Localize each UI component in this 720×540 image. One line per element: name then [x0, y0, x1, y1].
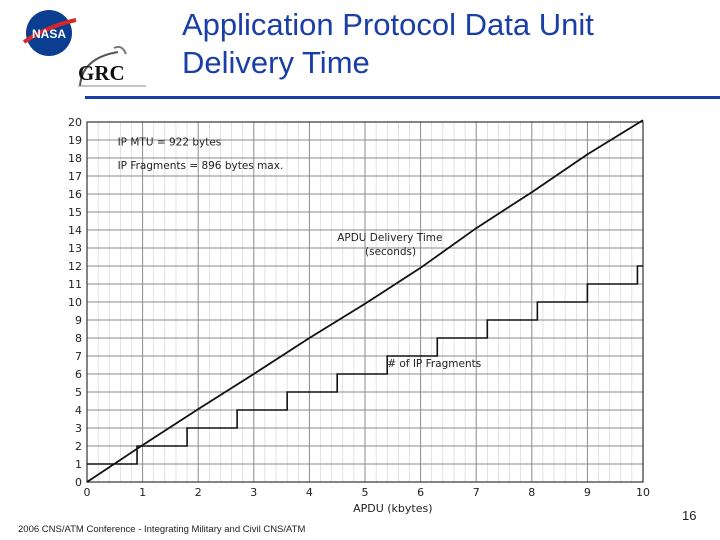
y-tick-label: 16 — [68, 188, 82, 201]
chart-annotation: # of IP Fragments — [387, 358, 481, 370]
x-tick-label: 10 — [636, 486, 650, 499]
y-tick-label: 1 — [75, 458, 82, 471]
x-tick-label: 9 — [584, 486, 591, 499]
y-tick-label: 2 — [75, 440, 82, 453]
chart-annotation: IP Fragments = 896 bytes max. — [118, 160, 284, 172]
y-tick-label: 12 — [68, 260, 82, 273]
title-rule — [85, 96, 720, 99]
x-axis-label: APDU (kbytes) — [353, 502, 432, 515]
y-tick-label: 11 — [68, 278, 82, 291]
y-tick-label: 14 — [68, 224, 82, 237]
x-tick-label: 1 — [139, 486, 146, 499]
y-tick-label: 5 — [75, 386, 82, 399]
x-tick-label: 4 — [306, 486, 313, 499]
logos: NASA GRC — [18, 8, 168, 96]
plot-border — [86, 121, 644, 483]
page-number: 16 — [682, 508, 697, 523]
x-tick-label: 5 — [362, 486, 369, 499]
chart-annotation: (seconds) — [365, 246, 416, 258]
slide-title-line-1: Application Protocol Data Unit — [182, 7, 594, 42]
grc-logo-text: GRC — [78, 61, 125, 85]
y-tick-label: 6 — [75, 368, 82, 381]
y-tick-label: 13 — [68, 242, 82, 255]
slide-title-line-2: Delivery Time — [182, 45, 370, 80]
x-tick-label: 7 — [473, 486, 480, 499]
y-tick-label: 7 — [75, 350, 82, 363]
chart-series — [86, 119, 644, 483]
chart-annotation: IP MTU = 922 bytes — [118, 136, 222, 148]
y-tick-label: 10 — [68, 296, 82, 309]
y-tick-label: 9 — [75, 314, 82, 327]
y-tick-label: 4 — [75, 404, 82, 417]
y-tick-label: 20 — [68, 116, 82, 129]
x-tick-label: 0 — [84, 486, 91, 499]
nasa-logo-text: NASA — [32, 27, 66, 41]
y-tick-label: 15 — [68, 206, 82, 219]
chart-annotations: IP MTU = 922 bytes IP Fragments = 896 byt… — [118, 136, 482, 369]
logo-group: NASA GRC — [22, 10, 146, 87]
fragments-step-line — [87, 265, 643, 465]
y-tick-label: 19 — [68, 134, 82, 147]
delivery-time-line — [86, 119, 644, 483]
slide-title: Application Protocol Data Unit Delivery … — [182, 6, 702, 82]
chart-axes — [86, 121, 644, 483]
grc-logo: GRC — [78, 45, 146, 87]
y-tick-label: 8 — [75, 332, 82, 345]
x-tick-label: 6 — [417, 486, 424, 499]
footer-text: 2006 CNS/ATM Conference - Integrating Mi… — [18, 524, 306, 535]
nasa-logo: NASA — [22, 10, 77, 56]
y-tick-label: 17 — [68, 170, 82, 183]
x-tick-label: 2 — [195, 486, 202, 499]
y-tick-label: 0 — [75, 476, 82, 489]
x-tick-label: 8 — [528, 486, 535, 499]
chart-annotation: APDU Delivery Time — [337, 232, 442, 244]
y-tick-label: 18 — [68, 152, 82, 165]
x-tick-label: 3 — [250, 486, 257, 499]
y-tick-label: 3 — [75, 422, 82, 435]
